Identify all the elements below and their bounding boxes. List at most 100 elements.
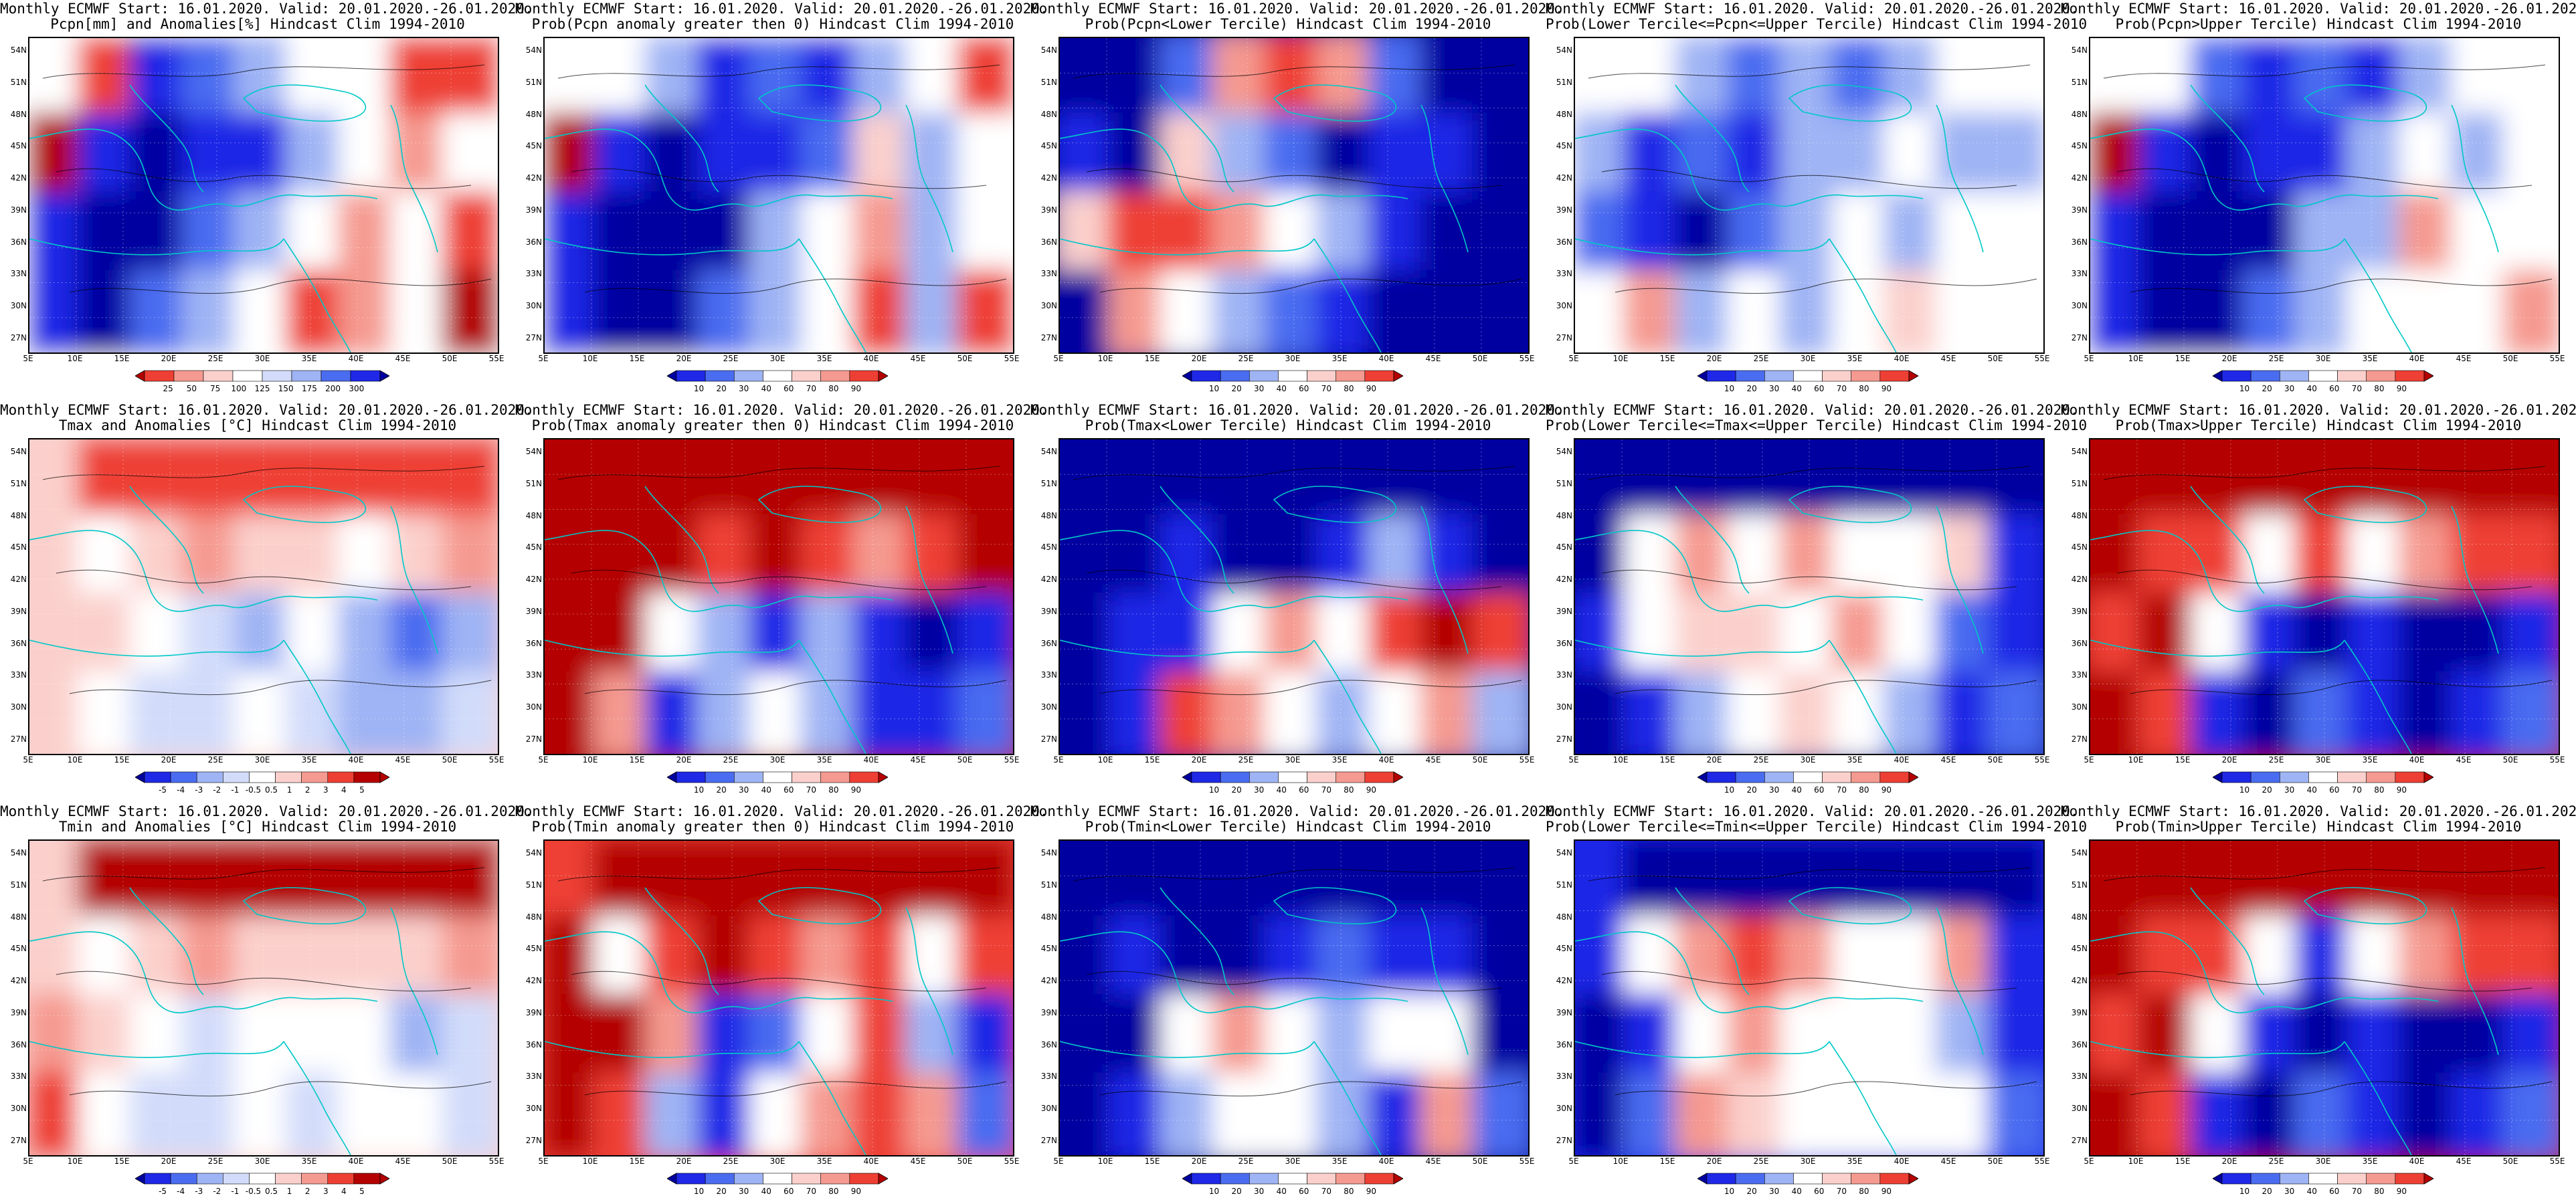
field-cell: [545, 270, 601, 353]
field-cell: [1727, 671, 1788, 754]
colorbar-swatch: [249, 771, 276, 783]
colorbar: [134, 771, 390, 784]
colorbar-tick-label: 60: [1299, 785, 1309, 795]
field-cell: [29, 915, 86, 1002]
lon-tick-label: 10E: [1097, 354, 1113, 363]
coastline: [29, 639, 284, 657]
panel-title-line2: Prob(Tmax anomaly greater then 0) Hindca…: [531, 417, 1014, 433]
colorbar-tick-label: 60: [1814, 1187, 1825, 1196]
field-cell: [2450, 1072, 2511, 1155]
field-cell: [1315, 841, 1376, 924]
colorbar-tick-label: 80: [1859, 384, 1869, 393]
field-cell: [957, 112, 1013, 199]
field-cell: [2190, 439, 2251, 522]
field-cell: [1107, 514, 1168, 601]
field-cell: [800, 841, 861, 924]
lon-tick-label: 30E: [1800, 755, 1816, 765]
colorbar-swatch: [1879, 1173, 1910, 1185]
field-cell: [2294, 1072, 2355, 1155]
lon-tick-label: 5E: [538, 1157, 549, 1166]
colorbar-swatch: [2221, 1173, 2251, 1185]
field-cell: [2294, 915, 2355, 1002]
coastline: [1936, 506, 1984, 654]
lon-tick-label: 40E: [348, 755, 364, 765]
lat-tick-label: 48N: [10, 912, 27, 922]
lon-tick-label: 40E: [1378, 1157, 1394, 1166]
field-cell: [1264, 994, 1324, 1081]
field-cell: [2090, 915, 2146, 1002]
lat-tick-label: 54N: [1556, 45, 1572, 55]
field-cell: [749, 112, 809, 199]
panel-title-line2: Prob(Tmin>Upper Tercile) Hindcast Clim 1…: [2115, 819, 2522, 835]
panel-title-line1: Monthly ECMWF Start: 16.01.2020. Valid: …: [515, 402, 1048, 418]
lon-tick-label: 10E: [1613, 755, 1629, 765]
lat-tick-label: 39N: [10, 205, 27, 215]
lon-tick-label: 45E: [1940, 755, 1956, 765]
lon-tick-label: 20E: [161, 354, 177, 363]
lon-tick-label: 40E: [348, 354, 364, 363]
colorbar-tick-label: 30: [2284, 1187, 2295, 1196]
colorbar-tick-label: 70: [1836, 1187, 1847, 1196]
field-cell: [1315, 270, 1376, 353]
coastline: [283, 1041, 351, 1155]
field-cell: [1107, 994, 1168, 1081]
field-cell: [545, 439, 601, 522]
lon-tick-label: 20E: [1191, 1157, 1207, 1166]
colorbar-swatch: [232, 370, 263, 382]
coastline: [390, 506, 438, 654]
field-cell: [1060, 671, 1116, 754]
field-cell: [1727, 1072, 1788, 1155]
field-cell: [2502, 841, 2559, 924]
field-cell: [1315, 439, 1376, 522]
colorbar-tick-label: 0.5: [264, 785, 278, 795]
colorbar-swatch: [1191, 1173, 1221, 1185]
lat-tick-label: 27N: [1040, 1136, 1057, 1145]
lat-tick-label: 27N: [525, 333, 542, 342]
lon-tick-label: 55E: [1004, 354, 1020, 363]
field-cell: [592, 270, 653, 353]
coastline: [283, 639, 351, 754]
field-cell: [1264, 671, 1324, 754]
colorbar-tick-label: 50: [186, 384, 197, 393]
field-cell: [2242, 514, 2303, 601]
lon-tick-label: 10E: [67, 354, 83, 363]
colorbar-tick-label: 60: [2329, 785, 2340, 795]
field-cell: [1420, 112, 1481, 199]
field-cell: [1107, 593, 1168, 680]
colorbar: [666, 1172, 889, 1185]
lon-tick-label: 5E: [538, 354, 549, 363]
colorbar-tick-label: 30: [1254, 785, 1265, 795]
lon-tick-label: 30E: [1800, 354, 1816, 363]
field-cell: [181, 841, 242, 924]
colorbar-tick-label: 80: [1344, 1187, 1354, 1196]
lon-tick-label: 25E: [207, 755, 223, 765]
field-cell: [1935, 593, 1996, 680]
lon-tick-label: 15E: [1144, 1157, 1160, 1166]
field-cell: [2398, 270, 2459, 353]
lon-tick-label: 30E: [2315, 1157, 2331, 1166]
field-cell: [2450, 593, 2511, 680]
field-cell: [285, 915, 346, 1002]
field-cell: [2346, 514, 2407, 601]
field-cell: [77, 112, 138, 199]
panel-title-line2: Prob(Lower Tercile<=Pcpn<=Upper Tercile)…: [1546, 16, 2088, 32]
lon-tick-label: 35E: [1331, 755, 1348, 765]
field-cell: [1779, 38, 1839, 121]
colorbar-swatch: [275, 771, 302, 783]
contour-line: [56, 168, 472, 189]
lat-tick-label: 33N: [1040, 670, 1057, 680]
field-cell: [697, 514, 757, 601]
field-cell: [1935, 270, 1996, 353]
colorbar-swatch: [1822, 370, 1852, 382]
field-cell: [285, 191, 346, 278]
lon-tick-label: 40E: [1894, 755, 1910, 765]
field-cell: [1623, 191, 1683, 278]
field-cell: [29, 270, 86, 353]
field-cell: [285, 514, 346, 601]
field-cell: [1107, 915, 1168, 1002]
field-cell: [2138, 994, 2199, 1081]
colorbar-tick-label: 1: [286, 785, 292, 795]
field-cell: [644, 671, 705, 754]
field-cell: [1987, 593, 2043, 680]
lon-tick-label: 50E: [2502, 755, 2518, 765]
